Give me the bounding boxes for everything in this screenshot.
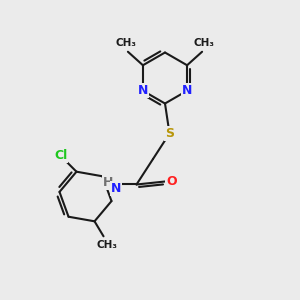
Text: N: N (111, 182, 121, 196)
Text: O: O (166, 175, 177, 188)
Text: CH₃: CH₃ (96, 240, 117, 250)
Text: H: H (103, 176, 113, 190)
Text: CH₃: CH₃ (193, 38, 214, 48)
Text: CH₃: CH₃ (116, 38, 137, 48)
Text: N: N (138, 84, 148, 97)
Text: S: S (165, 127, 174, 140)
Text: N: N (182, 84, 192, 97)
Text: Cl: Cl (54, 149, 67, 162)
